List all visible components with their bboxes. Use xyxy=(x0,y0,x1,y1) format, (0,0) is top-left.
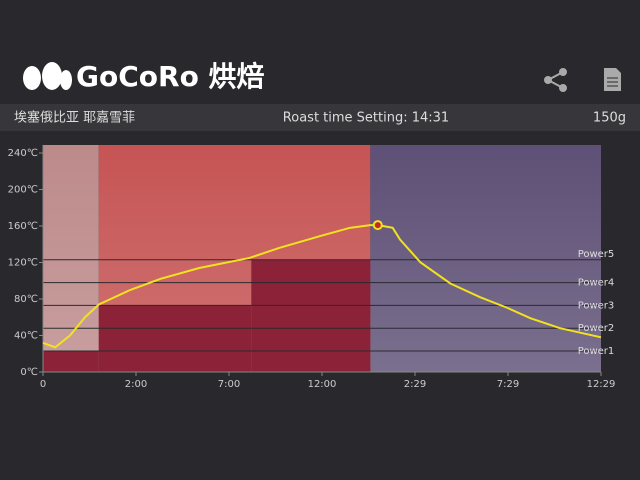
power-level-label: Power4 xyxy=(578,278,615,289)
y-tick-label: 160℃ xyxy=(8,221,38,232)
x-tick-label: 0 xyxy=(40,379,46,390)
bean-name: 埃塞俄比亚 耶嘉雪菲 xyxy=(14,110,135,126)
x-tick-label: 7:00 xyxy=(218,379,240,390)
roast-time: Roast time Setting: 14:31 xyxy=(283,111,449,126)
y-tick-label: 120℃ xyxy=(8,258,38,269)
end-marker xyxy=(372,220,383,231)
y-tick-label: 240℃ xyxy=(8,148,38,159)
y-tick-label: 0℃ xyxy=(20,367,38,378)
power-segment xyxy=(98,305,252,372)
y-tick-label: 200℃ xyxy=(8,185,38,196)
weight: 150g xyxy=(593,111,626,126)
x-tick-label: 2:00 xyxy=(125,379,147,390)
y-tick-label: 80℃ xyxy=(14,294,38,305)
power-level-label: Power2 xyxy=(578,323,615,334)
x-tick-label: 7:29 xyxy=(497,379,519,390)
power-level-label: Power1 xyxy=(578,346,615,357)
power-segment xyxy=(43,351,99,372)
report-button[interactable] xyxy=(604,68,621,91)
x-tick-label: 12:00 xyxy=(308,379,337,390)
roast-chart: Power5 Power4 Power3 Power2 Power1 0℃ 40℃ 80℃ 12… xyxy=(8,145,616,390)
power-level-label: Power5 xyxy=(578,249,615,260)
temperature-line xyxy=(42,224,602,349)
power-segment xyxy=(251,259,371,372)
brand: GoCoRo 烘焙 xyxy=(76,60,265,93)
x-tick-label: 12:29 xyxy=(587,379,616,390)
share-button[interactable] xyxy=(544,68,567,92)
y-tick-label: 40℃ xyxy=(14,331,38,342)
x-tick-label: 2:29 xyxy=(404,379,426,390)
power-level-label: Power3 xyxy=(578,300,615,311)
info-bar xyxy=(0,104,640,131)
logo-icon xyxy=(23,62,72,90)
